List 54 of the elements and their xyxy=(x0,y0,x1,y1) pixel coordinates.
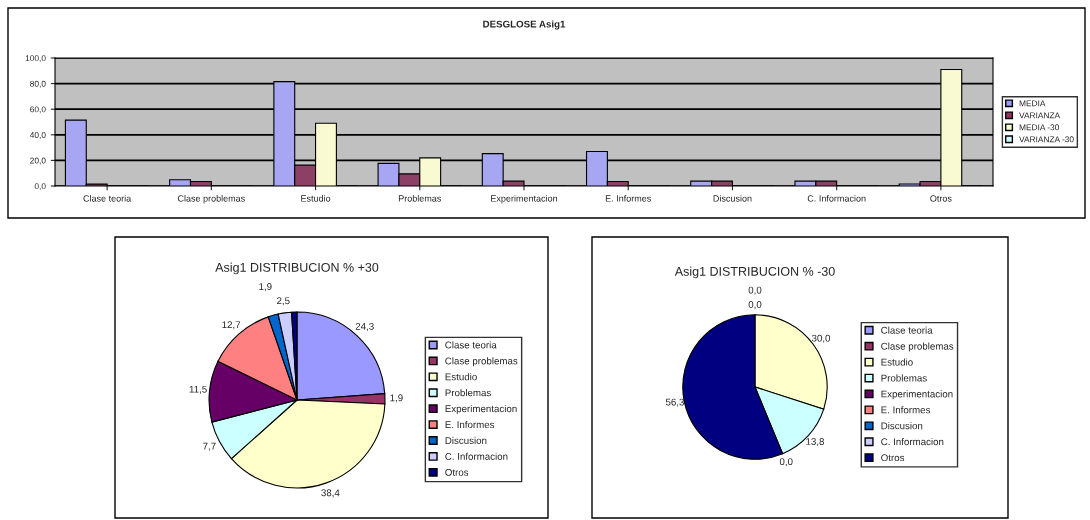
data-label: 11,5 xyxy=(189,385,207,394)
legend-label: Clase problemas xyxy=(881,342,954,352)
legend-label: VARIANZA -30 xyxy=(1019,136,1074,143)
chart-title: Asig1 DISTRIBUCION % -30 xyxy=(674,266,835,279)
legend-label: VARIANZA xyxy=(1019,112,1061,119)
data-label: 7,7 xyxy=(203,442,216,451)
y-tick-label: 80,0 xyxy=(30,80,46,88)
data-label: 1,9 xyxy=(390,394,403,403)
x-tick-label: Problemas xyxy=(398,195,442,202)
legend-label: C. Informacion xyxy=(881,438,944,446)
legend-label: Discusion xyxy=(881,422,923,430)
legend-label: Discusion xyxy=(445,436,487,444)
data-label: 12,7 xyxy=(222,321,241,330)
text: 0,0 xyxy=(748,286,762,295)
x-tick-label: Clase problemas xyxy=(177,195,245,204)
legend-label: Experimentacion xyxy=(881,390,953,400)
x-tick-label: Clase teoria xyxy=(83,195,132,202)
data-label: 30,0 xyxy=(811,334,831,343)
legend-label: MEDIA xyxy=(1019,100,1046,107)
data-label: 1,9 xyxy=(259,283,272,292)
data-label: 2,5 xyxy=(276,297,290,306)
y-tick-label: 40,0 xyxy=(29,132,46,139)
text: 0,0 xyxy=(779,458,793,467)
legend-label: Otros xyxy=(445,468,469,476)
legend-label: Problemas xyxy=(881,374,927,382)
legend-label: E. Informes xyxy=(881,406,931,414)
legend-label: Clase teoria xyxy=(445,341,497,349)
x-tick-label: E. Informes xyxy=(605,195,651,202)
text: 0,0 xyxy=(748,301,762,310)
x-tick-label: Otros xyxy=(930,195,952,202)
x-tick-label: Experimentacion xyxy=(491,195,558,204)
y-tick-label: 20,0 xyxy=(30,157,46,165)
y-tick-label: 100,0 xyxy=(25,55,46,63)
x-tick-label: Estudio xyxy=(301,195,331,202)
legend-label: E. Informes xyxy=(445,420,495,429)
legend-label: C. Informacion xyxy=(445,452,508,460)
y-tick-label: 60,0 xyxy=(30,106,46,114)
chart-title: DESGLOSE Asig1 xyxy=(483,20,566,30)
data-label: 24,3 xyxy=(355,322,374,331)
legend-label: Clase problemas xyxy=(445,357,518,367)
y-tick-label: 0,0 xyxy=(34,183,46,191)
legend-label: MEDIA -30 xyxy=(1019,124,1060,131)
data-label: 13,8 xyxy=(806,438,825,447)
legend-label: Estudio xyxy=(881,358,913,366)
chart-title: Asig1 DISTRIBUCION % +30 xyxy=(215,262,379,275)
x-tick-label: Discusion xyxy=(713,195,752,202)
legend-label: Clase teoria xyxy=(881,326,933,334)
data-label: 56,3 xyxy=(665,398,684,407)
legend-label: Problemas xyxy=(445,389,491,397)
legend-label: Otros xyxy=(881,454,905,462)
legend-label: Estudio xyxy=(445,373,477,381)
x-tick-label: C. Informacion xyxy=(807,195,866,202)
data-label: 38,4 xyxy=(321,489,340,498)
legend-label: Experimentacion xyxy=(445,404,517,415)
